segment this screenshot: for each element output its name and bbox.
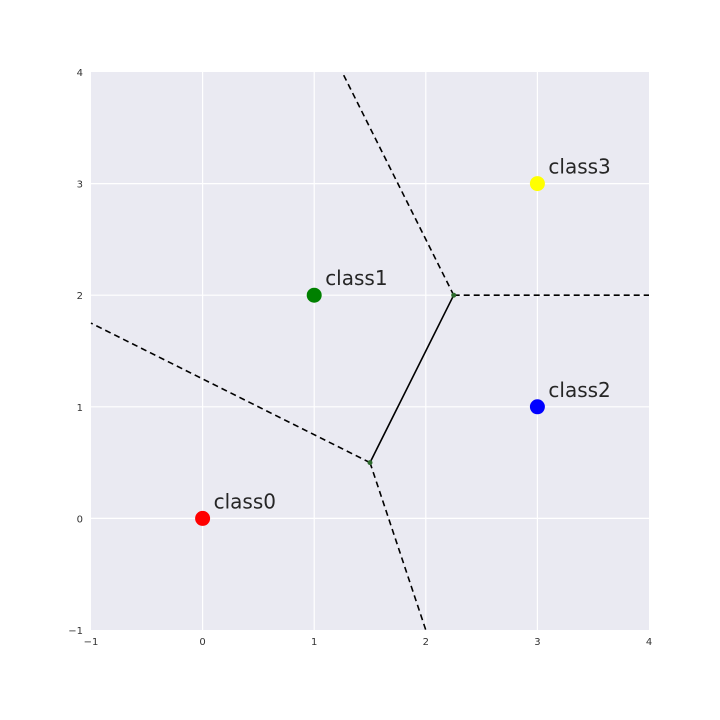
x-tick-label: 4 xyxy=(646,637,652,648)
data-point-class0 xyxy=(195,510,211,526)
voronoi-ridge-dashed xyxy=(90,322,371,464)
class-points: class0 class1 class2 class3 xyxy=(195,155,611,526)
y-tick-label: 2 xyxy=(77,291,83,302)
x-tick-label: 2 xyxy=(423,637,429,648)
point-label-class2: class2 xyxy=(548,378,610,402)
voronoi-ridge-dashed xyxy=(341,71,455,296)
point-label-class0: class0 xyxy=(214,489,276,513)
voronoi-vertices xyxy=(367,292,457,466)
voronoi-vertex xyxy=(367,460,373,466)
y-tick-label: 4 xyxy=(77,68,83,79)
voronoi-edges xyxy=(90,71,649,631)
voronoi-ridge-solid xyxy=(369,294,455,463)
data-point-class3 xyxy=(529,176,545,192)
y-tick-label: 0 xyxy=(77,514,83,525)
voronoi-vertex xyxy=(451,292,457,298)
x-tick-label: 1 xyxy=(311,637,317,648)
x-tick-label: 0 xyxy=(199,637,205,648)
point-label-class1: class1 xyxy=(325,266,387,290)
data-point-class2 xyxy=(529,399,545,415)
point-label-class3: class3 xyxy=(548,155,610,179)
y-tick-label: −1 xyxy=(68,626,83,637)
x-tick-label: −1 xyxy=(84,637,99,648)
y-tick-label: 1 xyxy=(77,403,83,414)
y-tick-label: 3 xyxy=(77,180,83,191)
plot-area xyxy=(91,72,649,630)
data-point-class1 xyxy=(306,287,322,303)
x-tick-label: 3 xyxy=(534,637,540,648)
tick-labels: −1 0 1 2 3 4 −1 0 1 2 3 4 xyxy=(68,68,652,648)
